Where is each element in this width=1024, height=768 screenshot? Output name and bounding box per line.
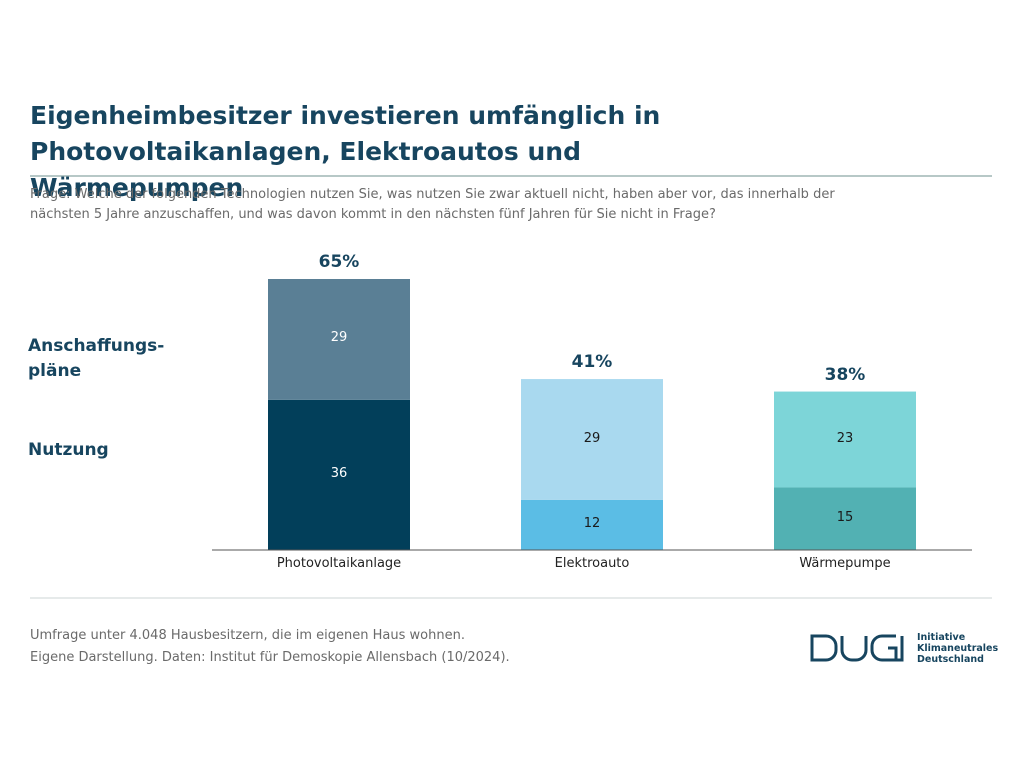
segment-label: 29	[583, 430, 601, 446]
segment-label: 23	[836, 430, 854, 446]
segment-label: 15	[836, 509, 854, 525]
segment-label: 36	[330, 465, 348, 481]
footnote: Umfrage unter 4.048 Hausbesitzern, die i…	[30, 628, 465, 643]
logo-mark	[810, 634, 904, 662]
bar-segment	[521, 499, 663, 550]
total-label: 38%	[824, 364, 866, 385]
bar-segment	[774, 487, 916, 550]
footnote: Eigene Darstellung. Daten: Institut für …	[30, 650, 510, 665]
subtitle: Frage: Welche der folgenden Technologien…	[30, 187, 835, 222]
segment-label: 29	[330, 330, 348, 346]
bar-segment	[268, 279, 410, 400]
logo-text: Initiative Klimaneutrales Deutschland	[917, 632, 999, 665]
bar-segment	[521, 379, 663, 500]
legend-label: Nutzung	[28, 440, 109, 460]
title: Eigenheimbesitzer investieren umfänglich…	[30, 101, 661, 202]
x-tick-label: Photovoltaikanlage	[276, 556, 402, 571]
bar-segment	[268, 399, 410, 550]
segment-label: 12	[583, 515, 601, 531]
total-label: 65%	[318, 252, 360, 272]
legend-label: Anschaffungs-pläne	[28, 336, 165, 381]
total-label: 41%	[571, 352, 613, 373]
bar-segment	[774, 391, 916, 488]
x-tick-label: Elektroauto	[554, 556, 630, 571]
x-tick-label: Wärmepumpe	[799, 556, 891, 571]
